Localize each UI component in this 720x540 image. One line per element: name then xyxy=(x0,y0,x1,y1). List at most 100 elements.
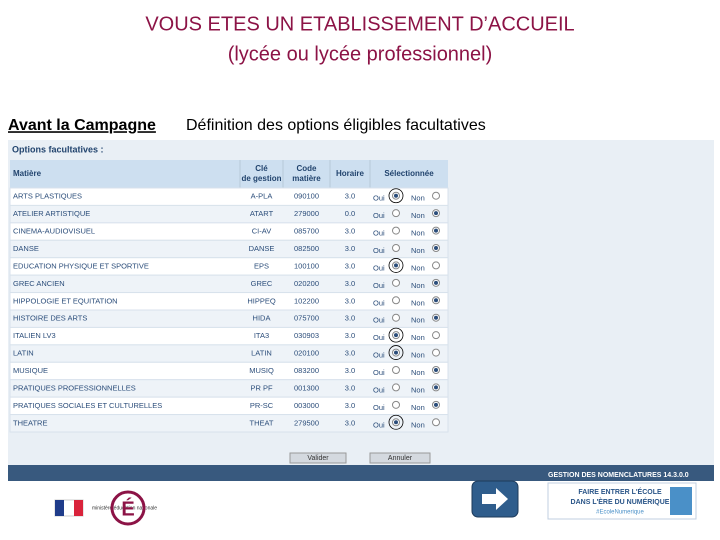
radio[interactable] xyxy=(392,209,400,218)
cell-cle: PR-SC xyxy=(250,401,274,410)
cell-horaire: 3.0 xyxy=(345,366,355,375)
cell-code: 090100 xyxy=(294,192,319,201)
choice-label: Non xyxy=(411,229,425,238)
slogan-line: DANS L'ÈRE DU NUMÉRIQUE xyxy=(571,497,670,506)
cell-horaire: 3.0 xyxy=(345,261,355,270)
highlight-circle xyxy=(388,414,404,430)
cell-code: 279000 xyxy=(294,209,319,218)
ministry-logo: ministère éducation nationale É xyxy=(54,490,157,526)
cell-cle: HIDA xyxy=(253,314,271,323)
slogan-tag: #EcoleNumerique xyxy=(596,510,644,516)
cell-matiere: THEATRE xyxy=(13,418,47,427)
cell-matiere: ATELIER ARTISTIQUE xyxy=(13,209,90,218)
cell-matiere: LATIN xyxy=(13,349,34,358)
choice-label: Non xyxy=(411,281,425,290)
column-header: Clé de gestion xyxy=(241,164,281,183)
cell-cle: DANSE xyxy=(249,244,275,253)
cell-cle: ATART xyxy=(250,209,274,218)
button-label: Valider xyxy=(307,455,329,462)
cell-horaire: 3.0 xyxy=(345,383,355,392)
cell-horaire: 3.0 xyxy=(345,401,355,410)
radio[interactable] xyxy=(392,278,400,287)
subtitle: (lycée ou lycée professionnel) xyxy=(228,43,493,65)
radio-dot xyxy=(434,298,438,303)
cell-cle: EPS xyxy=(254,261,269,270)
choice-label: Oui xyxy=(373,368,385,377)
cell-code: 020200 xyxy=(294,279,319,288)
radio-dot xyxy=(434,315,438,320)
button[interactable] xyxy=(289,452,347,464)
cell-matiere: PRATIQUES PROFESSIONNELLES xyxy=(13,383,136,392)
cell-matiere: EDUCATION PHYSIQUE ET SPORTIVE xyxy=(13,261,149,270)
cell-cle: PR PF xyxy=(250,383,273,392)
radio-dot xyxy=(394,333,398,338)
cell-cle: THEAT xyxy=(249,418,273,427)
section-description: Définition des options éligibles faculta… xyxy=(186,117,486,134)
slogan-line: FAIRE ENTRER L'ÉCOLE xyxy=(578,487,662,496)
radio-dot xyxy=(434,246,438,250)
choice-label: Non xyxy=(411,385,425,394)
button[interactable] xyxy=(369,452,431,464)
cell-matiere: PRATIQUES SOCIALES ET CULTURELLES xyxy=(13,401,162,410)
choice-label: Oui xyxy=(373,351,385,360)
column-header: Sélectionnée xyxy=(384,169,434,178)
choice-label: Non xyxy=(411,351,425,360)
title: VOUS ETES UN ETABLISSEMENT D’ACCUEIL xyxy=(145,13,574,35)
cell-code: 279500 xyxy=(294,418,319,427)
cell-horaire: 3.0 xyxy=(345,244,355,253)
choice-label: Oui xyxy=(373,211,385,220)
choice-label: Non xyxy=(411,368,425,377)
cell-cle: CI-AV xyxy=(252,227,271,236)
radio[interactable] xyxy=(392,366,400,374)
cell-cle: GREC xyxy=(251,279,273,288)
cell-matiere: ITALIEN LV3 xyxy=(13,331,56,340)
next-arrow[interactable] xyxy=(471,480,519,518)
cell-matiere: ARTS PLASTIQUES xyxy=(13,192,82,201)
radio[interactable] xyxy=(392,383,400,392)
radio[interactable] xyxy=(432,331,440,340)
button-label: Annuler xyxy=(388,455,413,462)
cell-code: 085700 xyxy=(294,227,319,236)
choice-label: Non xyxy=(411,333,425,342)
choice-label: Oui xyxy=(373,316,385,325)
radio[interactable] xyxy=(392,400,400,409)
cell-cle: A-PLA xyxy=(251,192,273,201)
choice-label: Oui xyxy=(373,333,385,342)
choice-label: Non xyxy=(411,246,425,255)
svg-text:É: É xyxy=(121,497,134,520)
highlight-circle xyxy=(388,258,404,273)
cell-code: 102200 xyxy=(294,296,319,305)
cell-matiere: CINEMA-AUDIOVISUEL xyxy=(13,227,95,236)
cell-code: 001300 xyxy=(294,383,319,392)
cell-horaire: 3.0 xyxy=(345,418,355,427)
choice-label: Non xyxy=(411,298,425,307)
choice-label: Non xyxy=(411,211,425,220)
radio-dot xyxy=(434,368,438,372)
cell-cle: ITA3 xyxy=(254,331,269,340)
radio[interactable] xyxy=(392,296,400,305)
radio[interactable] xyxy=(432,348,440,357)
radio[interactable] xyxy=(392,226,400,235)
radio-dot xyxy=(394,420,398,425)
column-header: Horaire xyxy=(336,169,365,178)
radio-dot xyxy=(434,228,438,233)
choice-label: Oui xyxy=(373,385,385,394)
radio[interactable] xyxy=(432,418,440,427)
cell-code: 020100 xyxy=(294,349,319,358)
cell-code: 075700 xyxy=(294,314,319,323)
cell-horaire: 3.0 xyxy=(345,314,355,323)
radio[interactable] xyxy=(432,261,440,270)
radio[interactable] xyxy=(392,313,400,322)
cell-matiere: GREC ANCIEN xyxy=(13,279,65,288)
choice-label: Non xyxy=(411,263,425,272)
cell-code: 083200 xyxy=(294,366,319,375)
cell-code: 082500 xyxy=(294,244,319,253)
radio[interactable] xyxy=(432,191,440,200)
choice-label: Oui xyxy=(373,298,385,307)
radio[interactable] xyxy=(392,244,400,252)
radio-dot xyxy=(394,263,398,268)
column-header: Matière xyxy=(13,169,42,178)
radio-dot xyxy=(394,350,398,355)
cell-matiere: HIPPOLOGIE ET EQUITATION xyxy=(13,296,118,305)
choice-label: Non xyxy=(411,420,425,429)
